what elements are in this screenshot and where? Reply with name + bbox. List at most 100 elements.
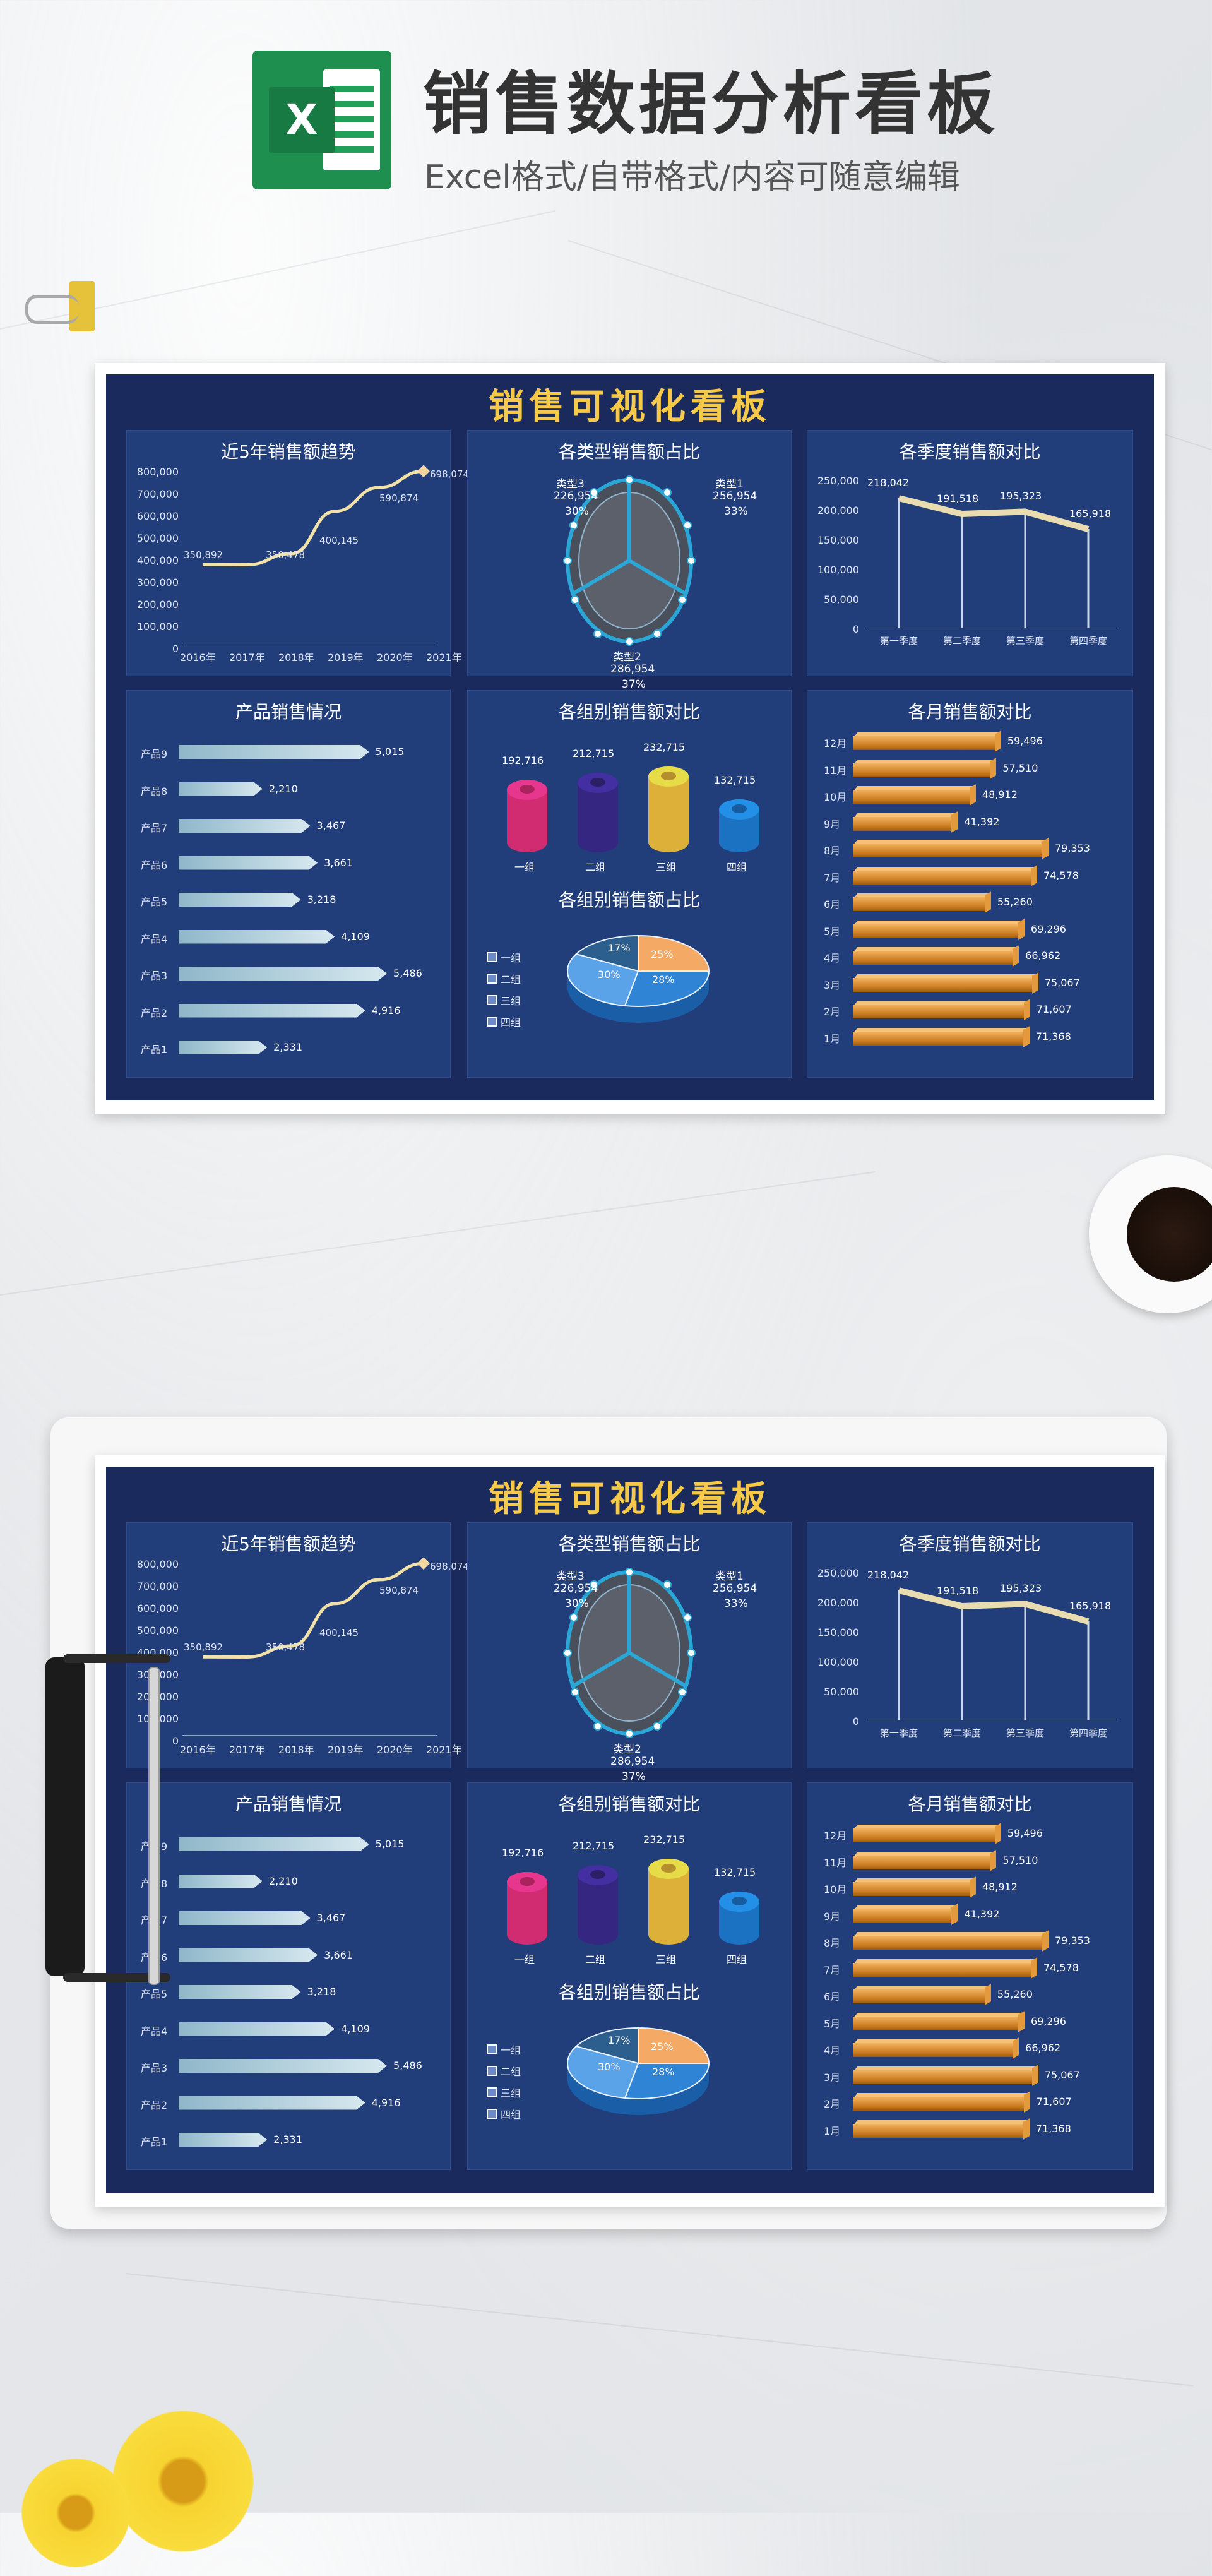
dashboard-title: 销售可视化看板	[489, 1479, 771, 1520]
legend-swatch-icon	[487, 995, 497, 1005]
trend-year-label: 2019年	[328, 1744, 364, 1756]
products-title: 产品销售情况	[235, 1794, 342, 1815]
month-name-label: 11月	[824, 1856, 847, 1869]
category-pct-label: 33%	[724, 505, 748, 518]
month-name-label: 6月	[824, 1991, 841, 2003]
trend-line	[202, 1561, 424, 1659]
trend-x-axis	[182, 1735, 437, 1736]
group-share-legend-label: 一组	[501, 952, 521, 964]
month-value-label: 57,510	[1002, 761, 1038, 774]
quarterly-ytick: 0	[852, 623, 859, 635]
month-bar	[853, 816, 952, 831]
product-value-label: 4,109	[341, 2022, 370, 2035]
category-value-label: 286,954	[610, 1755, 655, 1768]
trend-year-label: 2017年	[229, 652, 265, 664]
product-value-label: 3,218	[307, 893, 336, 905]
trend-data-label: 400,145	[319, 1626, 359, 1638]
group-cylinder	[648, 766, 689, 852]
group-cylinder-hole	[520, 784, 535, 794]
month-bar	[853, 2097, 1024, 2111]
flower-icon	[13, 2450, 139, 2576]
quarterly-x-label: 第二季度	[943, 635, 982, 647]
trend-labels: 350,892350,478400,145590,874698,074770,8…	[127, 1523, 532, 1768]
group-share-pct-label: 28%	[652, 974, 675, 986]
group-cylinder-hole	[590, 1870, 605, 1880]
trend-year-label: 2016年	[180, 1744, 216, 1756]
month-name-label: 4月	[824, 952, 841, 964]
quarterly-value-label: 218,042	[867, 1569, 910, 1582]
month-name-label: 12月	[824, 1830, 847, 1842]
trend-ytick: 800,000	[136, 1558, 179, 1570]
clipboard-clip	[45, 1657, 85, 1976]
category-name-label: 类型3	[556, 1570, 585, 1583]
category-name-label: 类型1	[715, 478, 744, 491]
trend-title: 近5年销售额趋势	[221, 1534, 356, 1554]
trend-ytick: 200,000	[136, 599, 179, 611]
group-share-pct-label: 28%	[652, 2066, 675, 2078]
group-cylinder-top	[578, 1865, 618, 1886]
group-cylinder-top	[507, 779, 547, 800]
trend-ytick: 500,000	[136, 1625, 179, 1637]
product-bar	[179, 930, 335, 944]
category-pct-label: 37%	[622, 678, 646, 691]
month-bar	[853, 2016, 1018, 2030]
product-bar	[179, 2133, 267, 2147]
group-cylinder-top	[578, 773, 618, 794]
month-value-label: 41,392	[964, 815, 1000, 828]
product-bar	[179, 2022, 335, 2036]
quarterly-ytick: 50,000	[824, 1686, 859, 1698]
group-share-legend-item: 二组	[487, 971, 521, 986]
product-bar	[179, 819, 311, 833]
quarterly-value-label: 165,918	[1069, 1600, 1112, 1613]
group-cylinder-top	[719, 799, 759, 820]
group-share-title: 各组别销售额占比	[558, 890, 700, 910]
month-name-label: 8月	[824, 1937, 841, 1949]
product-name-label: 产品5	[141, 1988, 168, 2000]
legend-swatch-icon	[487, 2066, 497, 2076]
month-value-label: 69,296	[1030, 922, 1066, 935]
month-bar	[853, 897, 985, 911]
trend-line-chart	[202, 1557, 430, 1659]
group-share-legend: 一组 二组 三组 四组	[487, 950, 544, 1038]
trend-year-label: 2017年	[229, 1744, 265, 1756]
trend-data-label: 350,892	[184, 549, 223, 561]
category-radar-chart	[563, 475, 696, 646]
month-name-label: 8月	[824, 845, 841, 857]
category-value-label: 256,954	[713, 1582, 758, 1595]
month-value-label: 41,392	[964, 1907, 1000, 1920]
trend-data-label: 590,874	[379, 492, 419, 504]
month-value-label: 66,962	[1025, 2042, 1061, 2054]
trend-year-label: 2018年	[278, 652, 314, 664]
group-share-pcts: 25% 28% 30% 17%	[468, 691, 791, 1077]
group-cylinder	[578, 773, 618, 852]
month-value-label: 57,510	[1002, 1854, 1038, 1866]
category-value-label: 226,954	[554, 490, 598, 503]
group-share-legend-item: 三组	[487, 2085, 521, 2100]
trend-ytick: 0	[172, 1735, 179, 1747]
month-name-label: 3月	[824, 979, 841, 991]
group-cylinder-hole	[661, 772, 676, 780]
trend-data-label: 400,145	[319, 534, 359, 546]
month-bar	[853, 2043, 1013, 2057]
group-share-legend: 一组 二组 三组 四组	[487, 2042, 544, 2130]
group-share-pie	[567, 2027, 710, 2115]
legend-swatch-icon	[487, 974, 497, 984]
trend-ytick: 700,000	[136, 1580, 179, 1592]
group-cylinder	[719, 799, 759, 852]
month-name-label: 6月	[824, 898, 841, 910]
group-share-pct-label: 25%	[651, 948, 674, 960]
product-value-label: 3,467	[316, 1912, 346, 1924]
month-value-label: 75,067	[1044, 976, 1080, 989]
legend-swatch-icon	[487, 2087, 497, 2097]
month-name-label: 5月	[824, 925, 841, 938]
category-share-labels: 类型1 256,954 33% 类型2 286,954 37% 类型3 226,954 30%	[468, 1523, 791, 1783]
category-name-label: 类型1	[715, 1570, 744, 1583]
group-share-slice	[624, 970, 710, 1007]
month-bar	[853, 1962, 1031, 1977]
group-name-label: 三组	[656, 861, 677, 873]
category-name-label: 类型2	[613, 651, 641, 664]
month-name-label: 9月	[824, 818, 841, 830]
product-bar	[179, 967, 387, 981]
quarterly-labels: 218,042 第一季度 191,518 第二季度 195,323 第三季度 165,918…	[807, 431, 1132, 676]
monthly-bars: 12月 59,496 11月 57,510 10月 48,912 9月 41,392 8月 79,…	[807, 691, 1132, 1077]
